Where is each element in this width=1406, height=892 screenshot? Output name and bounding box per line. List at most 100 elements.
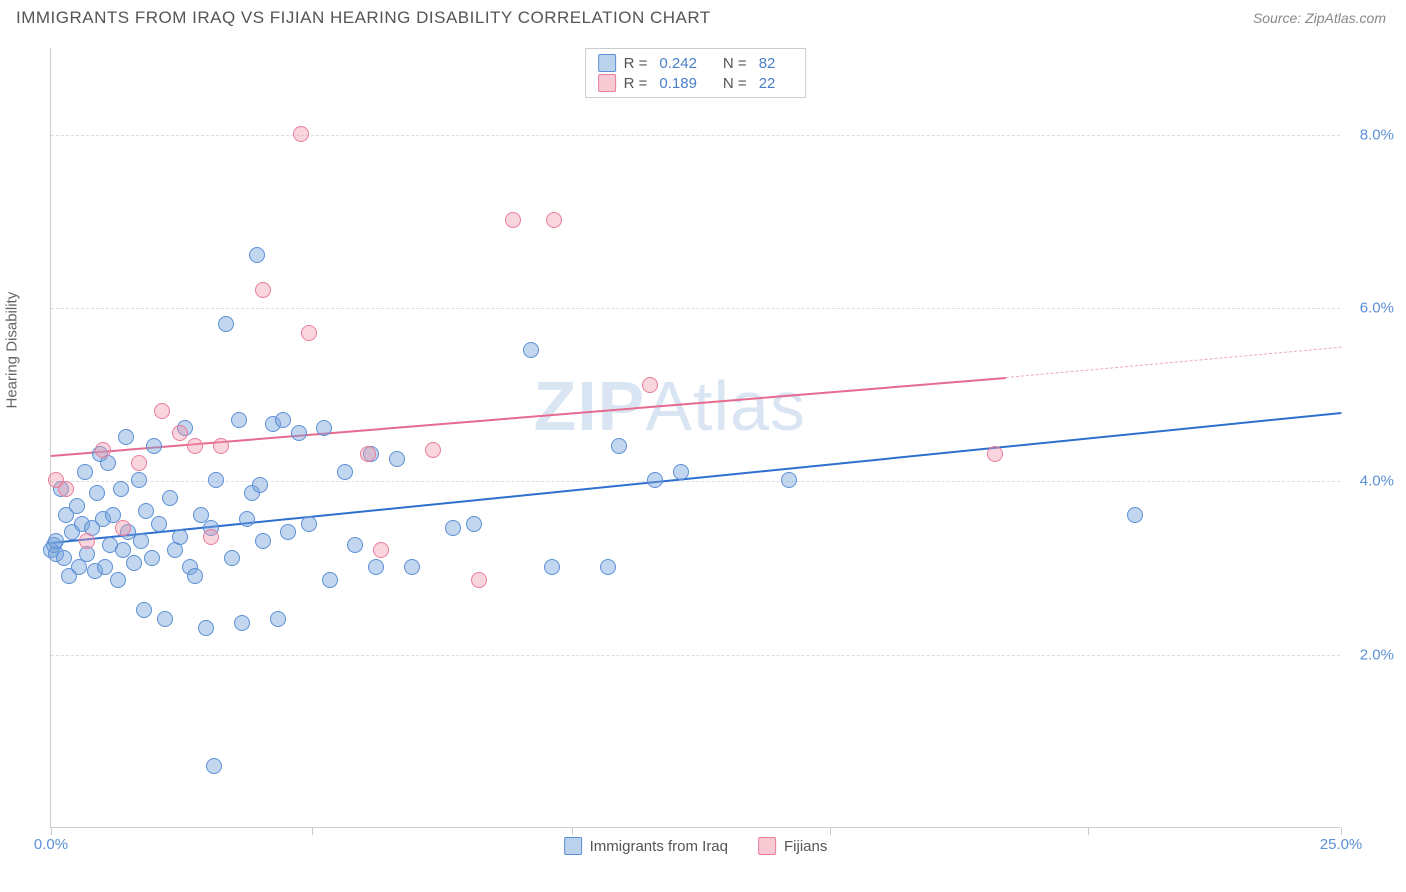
data-point	[373, 542, 389, 558]
data-point	[144, 550, 160, 566]
x-tick-label: 25.0%	[1320, 836, 1363, 853]
data-point	[275, 412, 291, 428]
series-legend: Immigrants from Iraq Fijians	[564, 837, 828, 855]
data-point	[466, 516, 482, 532]
data-point	[280, 524, 296, 540]
correlation-legend: R = 0.242 N = 82 R = 0.189 N = 22	[585, 48, 807, 98]
r-value-pink: 0.189	[659, 75, 697, 92]
data-point	[255, 282, 271, 298]
y-axis-label: Hearing Disability	[4, 292, 21, 409]
data-point	[118, 429, 134, 445]
data-point	[151, 516, 167, 532]
data-point	[187, 568, 203, 584]
data-point	[505, 212, 521, 228]
data-point	[546, 212, 562, 228]
data-point	[337, 464, 353, 480]
data-point	[389, 451, 405, 467]
data-point	[301, 516, 317, 532]
data-point	[347, 537, 363, 553]
data-point	[523, 342, 539, 358]
data-point	[293, 126, 309, 142]
data-point	[301, 325, 317, 341]
data-point	[203, 529, 219, 545]
data-point	[131, 455, 147, 471]
data-point	[131, 472, 147, 488]
data-point	[316, 420, 332, 436]
data-point	[172, 425, 188, 441]
data-point	[172, 529, 188, 545]
data-point	[647, 472, 663, 488]
data-point	[322, 572, 338, 588]
data-point	[781, 472, 797, 488]
trend-line	[1006, 347, 1342, 379]
chart-title: IMMIGRANTS FROM IRAQ VS FIJIAN HEARING D…	[16, 8, 711, 28]
n-value-blue: 82	[759, 55, 776, 72]
data-point	[600, 559, 616, 575]
data-point	[110, 572, 126, 588]
legend-label-pink: Fijians	[784, 838, 827, 855]
x-tick	[51, 827, 52, 835]
data-point	[77, 464, 93, 480]
data-point	[89, 485, 105, 501]
gridline	[51, 135, 1340, 136]
swatch-blue-icon	[598, 54, 616, 72]
legend-row-blue: R = 0.242 N = 82	[598, 53, 794, 73]
data-point	[360, 446, 376, 462]
x-tick	[572, 827, 573, 835]
r-value-blue: 0.242	[659, 55, 697, 72]
data-point	[404, 559, 420, 575]
x-tick	[1088, 827, 1089, 835]
x-tick	[312, 827, 313, 835]
data-point	[425, 442, 441, 458]
data-point	[146, 438, 162, 454]
data-point	[255, 533, 271, 549]
r-label-2: R =	[624, 75, 648, 92]
data-point	[157, 611, 173, 627]
data-point	[987, 446, 1003, 462]
data-point	[249, 247, 265, 263]
data-point	[611, 438, 627, 454]
source-attribution: Source: ZipAtlas.com	[1253, 10, 1386, 26]
data-point	[48, 533, 64, 549]
data-point	[471, 572, 487, 588]
data-point	[69, 498, 85, 514]
n-value-pink: 22	[759, 75, 776, 92]
plot-area: ZIPAtlas R = 0.242 N = 82 R = 0.189 N = …	[50, 48, 1340, 828]
data-point	[187, 438, 203, 454]
y-tick-label: 2.0%	[1360, 646, 1394, 663]
swatch-blue-icon	[564, 837, 582, 855]
data-point	[206, 758, 222, 774]
data-point	[115, 520, 131, 536]
data-point	[56, 550, 72, 566]
data-point	[224, 550, 240, 566]
data-point	[162, 490, 178, 506]
legend-item-pink: Fijians	[758, 837, 827, 855]
y-tick-label: 4.0%	[1360, 473, 1394, 490]
data-point	[154, 403, 170, 419]
data-point	[218, 316, 234, 332]
data-point	[208, 472, 224, 488]
data-point	[239, 511, 255, 527]
swatch-pink-icon	[758, 837, 776, 855]
x-tick	[830, 827, 831, 835]
data-point	[642, 377, 658, 393]
gridline	[51, 655, 1340, 656]
data-point	[213, 438, 229, 454]
data-point	[113, 481, 129, 497]
data-point	[95, 442, 111, 458]
data-point	[133, 533, 149, 549]
legend-item-blue: Immigrants from Iraq	[564, 837, 728, 855]
data-point	[234, 615, 250, 631]
data-point	[544, 559, 560, 575]
legend-row-pink: R = 0.189 N = 22	[598, 73, 794, 93]
n-label: N =	[723, 55, 747, 72]
data-point	[252, 477, 268, 493]
gridline	[51, 481, 1340, 482]
chart-container: ZIPAtlas R = 0.242 N = 82 R = 0.189 N = …	[50, 48, 1390, 858]
data-point	[445, 520, 461, 536]
data-point	[58, 481, 74, 497]
data-point	[136, 602, 152, 618]
swatch-pink-icon	[598, 74, 616, 92]
data-point	[270, 611, 286, 627]
data-point	[1127, 507, 1143, 523]
